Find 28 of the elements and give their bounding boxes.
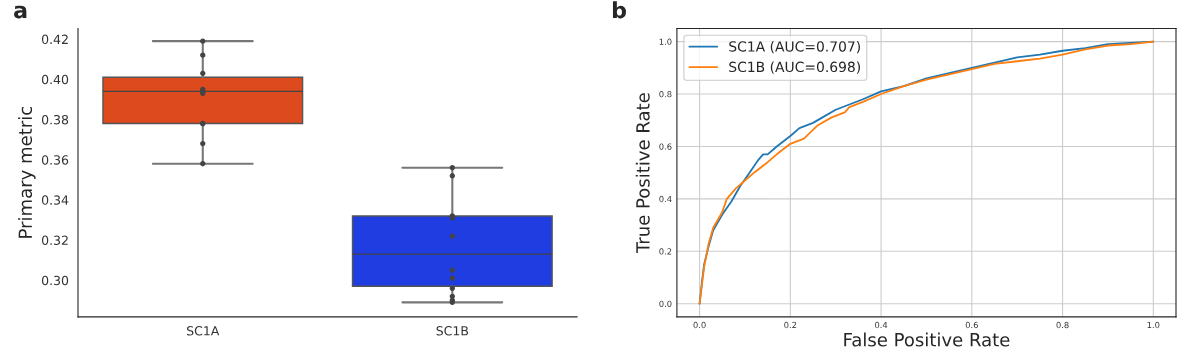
x-tick-label: 0.2 [784, 321, 797, 329]
x-tick-label: SC1B [436, 326, 469, 336]
y-tick-label: 0.2 [659, 248, 672, 255]
y-tick-label: 0.36 [41, 155, 69, 165]
y-tick-label: 1.0 [659, 38, 672, 45]
x-tick-label: 0.8 [1056, 321, 1069, 329]
y-tick-label: 0.38 [41, 114, 69, 125]
x-tick-label: 0.0 [693, 321, 706, 329]
y-tick-label: 0.4 [659, 195, 672, 203]
x-tick-label: 1.0 [1147, 321, 1160, 329]
y-axis-title: True Positive Rate [635, 93, 650, 254]
y-tick-label: 0.0 [659, 300, 672, 308]
chart-title: a [14, 5, 27, 19]
chart-title: b [612, 1, 626, 19]
y-tick-label: 0.34 [41, 195, 69, 205]
x-tick-label: 0.6 [965, 321, 978, 329]
y-tick-label: 0.42 [41, 34, 68, 45]
y-tick-label: 0.30 [41, 275, 69, 286]
y-tick-label: 0.6 [659, 143, 672, 150]
x-tick-label: 0.4 [875, 321, 888, 329]
y-axis-title: Primary metric [18, 106, 36, 238]
x-tick-label: SC1A [187, 326, 220, 336]
y-tick-label: 0.40 [41, 74, 69, 85]
x-axis-title: False Positive Rate [844, 332, 1010, 347]
y-tick-label: 0.32 [41, 235, 68, 245]
legend-label: SC1B (AUC=0.698) [729, 61, 860, 74]
legend-label: SC1A (AUC=0.707) [729, 41, 860, 54]
y-tick-label: 0.8 [659, 91, 672, 98]
